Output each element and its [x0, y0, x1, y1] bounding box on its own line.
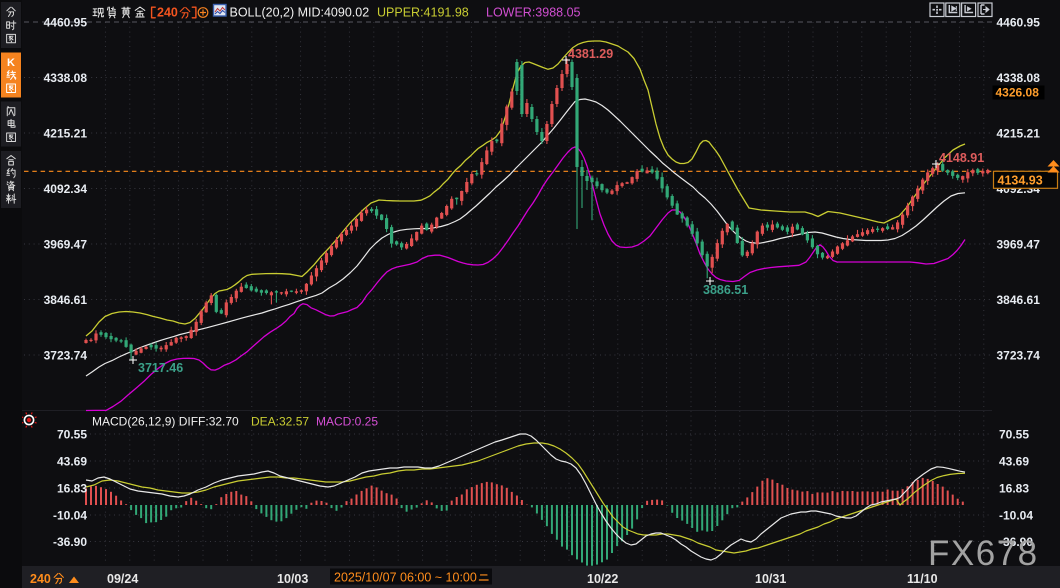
svg-text:3723.74: 3723.74 — [44, 349, 88, 363]
svg-text:4215.21: 4215.21 — [44, 127, 88, 141]
svg-text:4381.29: 4381.29 — [568, 47, 613, 61]
svg-text:4148.91: 4148.91 — [939, 151, 984, 165]
svg-text:240: 240 — [157, 6, 178, 20]
svg-text:MACD(26,12,9) DIFF:32.70: MACD(26,12,9) DIFF:32.70 — [92, 415, 239, 429]
svg-text:10/22: 10/22 — [587, 572, 618, 586]
svg-text:2025/10/07 06:00 ~ 10:00: 2025/10/07 06:00 ~ 10:00 — [334, 571, 477, 585]
svg-text:16.83: 16.83 — [999, 482, 1029, 496]
svg-text:16.83: 16.83 — [57, 482, 87, 496]
svg-text:4338.08: 4338.08 — [997, 71, 1041, 85]
svg-text:-36.90: -36.90 — [53, 535, 87, 549]
svg-text:70.55: 70.55 — [999, 428, 1029, 442]
svg-text:BOLL(20,2) MID:4090.02: BOLL(20,2) MID:4090.02 — [230, 6, 370, 20]
svg-text:4460.95: 4460.95 — [44, 16, 88, 30]
svg-text:3717.46: 3717.46 — [138, 361, 183, 375]
svg-text:4092.34: 4092.34 — [44, 182, 88, 196]
svg-text:-10.04: -10.04 — [999, 509, 1033, 523]
svg-text:LOWER:3988.05: LOWER:3988.05 — [486, 6, 581, 20]
svg-text:10/03: 10/03 — [277, 572, 308, 586]
svg-text:MACD:0.25: MACD:0.25 — [316, 415, 378, 429]
svg-text:43.69: 43.69 — [57, 455, 87, 469]
svg-text:-36.90: -36.90 — [999, 535, 1033, 549]
svg-text:70.55: 70.55 — [57, 428, 87, 442]
svg-text:3846.61: 3846.61 — [997, 293, 1041, 307]
svg-text:11/10: 11/10 — [907, 572, 938, 586]
svg-text:3886.51: 3886.51 — [703, 283, 748, 297]
svg-text:4326.08: 4326.08 — [996, 86, 1040, 100]
svg-text:UPPER:4191.98: UPPER:4191.98 — [377, 6, 469, 20]
svg-text:10/31: 10/31 — [755, 572, 786, 586]
svg-text:K: K — [7, 57, 15, 69]
svg-text:4460.95: 4460.95 — [997, 16, 1041, 30]
svg-text:3846.61: 3846.61 — [44, 293, 88, 307]
svg-text:4338.08: 4338.08 — [44, 71, 88, 85]
svg-text:3969.47: 3969.47 — [44, 238, 88, 252]
svg-text:-10.04: -10.04 — [53, 509, 87, 523]
svg-text:09/24: 09/24 — [107, 572, 138, 586]
svg-text:3969.47: 3969.47 — [997, 238, 1041, 252]
svg-text:4215.21: 4215.21 — [997, 127, 1041, 141]
svg-text:43.69: 43.69 — [999, 455, 1029, 469]
svg-text:4134.93: 4134.93 — [998, 173, 1043, 187]
svg-text:DEA:32.57: DEA:32.57 — [251, 415, 309, 429]
svg-text:240: 240 — [30, 572, 51, 586]
svg-text:3723.74: 3723.74 — [997, 349, 1041, 363]
